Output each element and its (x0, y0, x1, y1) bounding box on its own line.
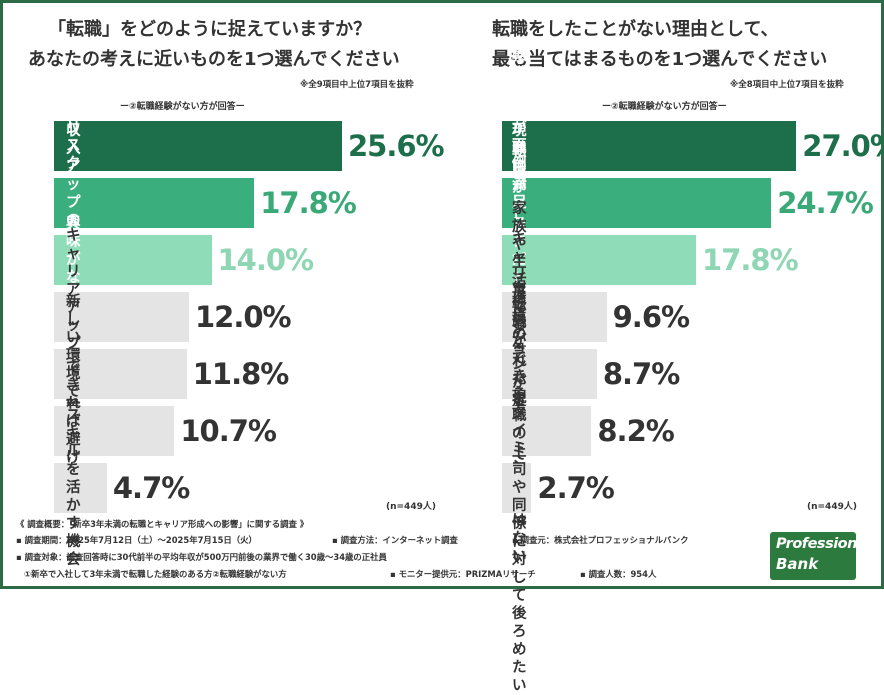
bar-value-label: 27.0% (802, 129, 884, 163)
right-sample-size: (n=449人) (807, 502, 857, 512)
left-note: ※全9項目中上位7項目を抜粋 (300, 80, 414, 90)
bar-value-label: 8.7% (602, 357, 680, 391)
bar-value-label: 2.7% (537, 471, 614, 505)
bar-value-label: 17.8% (702, 243, 799, 277)
left-question-line2: あなたの考えに近いものを1つ選んでください (28, 49, 400, 70)
bar (54, 178, 255, 228)
bar (54, 406, 175, 456)
bar-value-label: 8.2% (597, 414, 674, 448)
logo-line1: Professional (776, 536, 871, 552)
bar-value-label: 14.0% (217, 243, 315, 277)
right-question-line1: 転職をしたことがない理由として、 (492, 19, 779, 40)
footer-period: ▪ 調査期間：2025年7月12日（土）〜2025年7月15日（火） (16, 535, 257, 545)
bar (502, 235, 697, 285)
bar (502, 292, 607, 342)
footer-method: ▪ 調査方法：インターネット調査 (332, 535, 458, 545)
footer-count: ▪ 調査人数：954人 (580, 569, 657, 579)
bar (502, 178, 772, 228)
bar (502, 349, 597, 399)
left-question-line1: 「転職」をどのように捉えていますか？ (48, 19, 372, 40)
footer-target-groups: ①新卒で入社して3年未満で転職した経験のある方②転職経験がない方 (24, 569, 287, 579)
footer-monitor: ▪ モニター提供元：PRIZMAリサーチ (390, 569, 536, 579)
right-note: ※全8項目中上位7項目を抜粋 (730, 80, 844, 90)
footer-target: ▪ 調査対象：調査回答時に30代前半の平均年収が500万円前後の業界で働く30歳… (16, 552, 387, 562)
bar-value-label: 10.7% (180, 414, 277, 448)
bar (54, 121, 342, 171)
bar-value-label: 11.8% (192, 357, 290, 391)
bar-category-label: スキルを活かす機会 (66, 408, 81, 568)
bar-value-label: 17.8% (260, 186, 357, 220)
bar (54, 235, 212, 285)
bar-value-label: 4.7% (112, 471, 190, 505)
left-sample-size: (n=449人) (386, 502, 436, 512)
bar-value-label: 24.7% (777, 186, 874, 220)
bar-value-label: 25.6% (348, 129, 445, 163)
bar (54, 292, 189, 342)
bar-category-label: 育ててくれた現職の上司や 同僚に対して後ろめたい (512, 282, 527, 694)
footer-title: 《 調査概要：「新卒3年未満の転職とキャリア形成への影響」に関する調査 》 (16, 519, 309, 529)
bar (502, 121, 797, 171)
bar-value-label: 9.6% (612, 300, 690, 334)
logo-line2: Bank (776, 555, 819, 573)
right-question-line2: 最も当てはまるものを1つ選んでください (492, 49, 828, 70)
bar (54, 349, 187, 399)
bar (502, 463, 532, 513)
bar-value-label: 12.0% (195, 300, 292, 334)
bar (54, 463, 107, 513)
bar (502, 406, 592, 456)
professional-bank-logo: Professional Bank (770, 532, 871, 580)
right-subhead: ー②転職経験がない方が回答ー (602, 102, 727, 112)
left-subhead: ー②転職経験がない方が回答ー (120, 102, 245, 112)
footer-source: ▪ 調査元：株式会社プロフェッショナルバンク (512, 535, 689, 545)
